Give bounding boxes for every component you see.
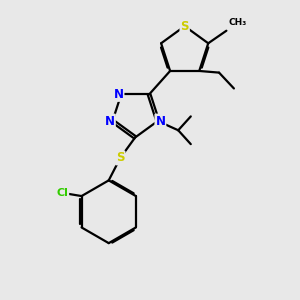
Text: CH₃: CH₃ <box>228 18 246 27</box>
Text: Cl: Cl <box>56 188 68 198</box>
Text: S: S <box>180 20 189 33</box>
Text: S: S <box>116 152 124 164</box>
Text: N: N <box>155 115 165 128</box>
Text: N: N <box>113 88 124 101</box>
Text: N: N <box>105 115 115 128</box>
